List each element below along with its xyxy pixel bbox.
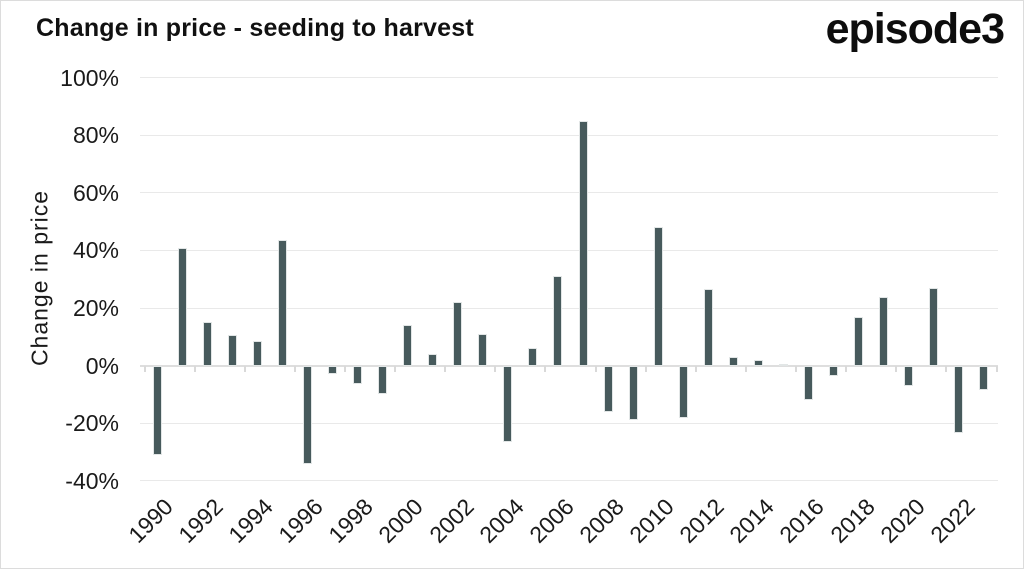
y-tick-label: -20% bbox=[65, 410, 119, 437]
x-tick bbox=[494, 365, 497, 372]
bar-1991[interactable] bbox=[177, 247, 187, 366]
gridline--20% bbox=[140, 422, 998, 424]
bar-2006[interactable] bbox=[553, 276, 563, 366]
x-tick bbox=[895, 365, 898, 372]
x-tick bbox=[243, 365, 246, 372]
x-tick-label: 2010 bbox=[624, 493, 679, 548]
bar-2012[interactable] bbox=[703, 289, 713, 366]
bar-2010[interactable] bbox=[653, 227, 663, 366]
y-tick-label: 60% bbox=[72, 179, 119, 206]
x-axis-line bbox=[140, 364, 998, 367]
x-tick bbox=[193, 365, 196, 372]
bar-2023[interactable] bbox=[979, 365, 989, 391]
bar-1997[interactable] bbox=[327, 365, 337, 375]
x-tick bbox=[995, 365, 998, 372]
x-tick-label: 2008 bbox=[574, 493, 629, 548]
bar-2004[interactable] bbox=[503, 365, 513, 443]
bar-1993[interactable] bbox=[227, 335, 237, 366]
gridline-80% bbox=[140, 134, 998, 136]
x-tick bbox=[795, 365, 798, 372]
x-tick bbox=[644, 365, 647, 372]
y-tick-label: 100% bbox=[60, 64, 119, 91]
x-tick bbox=[293, 365, 296, 372]
x-tick-label: 2018 bbox=[824, 493, 880, 548]
bar-1994[interactable] bbox=[252, 341, 262, 366]
bar-2019[interactable] bbox=[879, 296, 889, 366]
x-tick bbox=[544, 365, 547, 372]
gridline-20% bbox=[140, 307, 998, 309]
x-tick bbox=[845, 365, 848, 372]
x-tick-label: 2004 bbox=[473, 493, 529, 548]
y-tick-label: 80% bbox=[72, 122, 119, 149]
bar-1992[interactable] bbox=[202, 322, 212, 366]
bar-1996[interactable] bbox=[302, 365, 312, 464]
bar-2017[interactable] bbox=[829, 365, 839, 376]
gridline--40% bbox=[140, 480, 998, 482]
x-tick bbox=[343, 365, 346, 372]
bar-2015[interactable] bbox=[779, 364, 788, 367]
x-tick bbox=[694, 365, 697, 372]
bar-1995[interactable] bbox=[277, 240, 287, 366]
gridline-40% bbox=[140, 249, 998, 251]
bar-2014[interactable] bbox=[753, 359, 763, 366]
x-tick bbox=[744, 365, 747, 372]
x-tick bbox=[444, 365, 447, 372]
bar-2018[interactable] bbox=[854, 316, 864, 366]
bar-2022[interactable] bbox=[954, 365, 964, 434]
bar-2007[interactable] bbox=[578, 120, 588, 366]
logo-episode3: episode3 bbox=[825, 5, 1005, 53]
y-tick-label: 0% bbox=[85, 352, 119, 379]
x-tick-label: 2006 bbox=[524, 493, 579, 548]
bar-2000[interactable] bbox=[403, 325, 413, 366]
x-tick-label: 2000 bbox=[373, 493, 429, 548]
bar-2001[interactable] bbox=[428, 354, 438, 366]
x-tick-label: 2016 bbox=[774, 493, 830, 548]
x-tick-label: 1992 bbox=[173, 493, 228, 548]
x-tick-label: 1990 bbox=[123, 493, 178, 548]
x-tick-label: 1996 bbox=[273, 493, 329, 548]
bar-2013[interactable] bbox=[728, 357, 738, 366]
chart-title: Change in price - seeding to harvest bbox=[36, 14, 474, 42]
y-tick-label: 40% bbox=[72, 237, 119, 264]
x-tick-label: 1998 bbox=[323, 493, 379, 548]
x-tick-label: 1994 bbox=[223, 493, 278, 548]
bar-2016[interactable] bbox=[804, 365, 814, 401]
x-tick-label: 2002 bbox=[423, 493, 479, 548]
x-tick-label: 2012 bbox=[674, 493, 730, 548]
bar-2003[interactable] bbox=[478, 334, 488, 366]
x-tick-label: 2022 bbox=[925, 493, 980, 548]
bar-2005[interactable] bbox=[528, 348, 538, 366]
y-tick-label: -40% bbox=[65, 467, 119, 494]
bar-2009[interactable] bbox=[628, 365, 638, 421]
bar-1990[interactable] bbox=[152, 365, 162, 455]
x-tick-label: 2020 bbox=[874, 493, 930, 548]
bar-2021[interactable] bbox=[929, 287, 939, 366]
bar-2008[interactable] bbox=[603, 365, 613, 412]
x-tick bbox=[394, 365, 397, 372]
x-tick bbox=[594, 365, 597, 372]
bar-1999[interactable] bbox=[378, 365, 388, 395]
gridline-60% bbox=[140, 192, 998, 194]
x-tick bbox=[143, 365, 146, 372]
bar-1998[interactable] bbox=[352, 365, 362, 385]
bar-2011[interactable] bbox=[678, 365, 688, 418]
y-tick-label: 20% bbox=[72, 295, 119, 322]
x-tick-label: 2014 bbox=[724, 493, 780, 548]
bar-2002[interactable] bbox=[453, 302, 463, 366]
x-tick bbox=[945, 365, 948, 372]
gridline-100% bbox=[140, 77, 998, 79]
bar-2020[interactable] bbox=[904, 365, 914, 386]
